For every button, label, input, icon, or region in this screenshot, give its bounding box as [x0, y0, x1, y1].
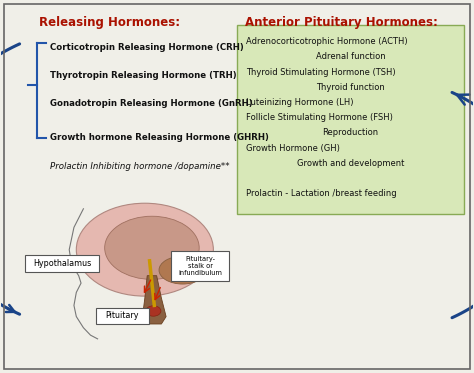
Ellipse shape: [105, 216, 199, 279]
FancyBboxPatch shape: [237, 25, 464, 214]
Text: Adrenocorticotrophic Hormone (ACTH): Adrenocorticotrophic Hormone (ACTH): [246, 37, 408, 46]
Text: Thyroid Stimulating Hormone (TSH): Thyroid Stimulating Hormone (TSH): [246, 68, 396, 76]
Text: Reproduction: Reproduction: [322, 128, 379, 138]
FancyBboxPatch shape: [171, 251, 229, 281]
Text: Follicle Stimulating Hormone (FSH): Follicle Stimulating Hormone (FSH): [246, 113, 393, 122]
Ellipse shape: [159, 256, 206, 284]
Text: Growth Hormone (GH): Growth Hormone (GH): [246, 144, 340, 153]
Polygon shape: [143, 276, 166, 324]
Text: Pituitary-
stalk or
infundibulum: Pituitary- stalk or infundibulum: [178, 256, 222, 276]
Ellipse shape: [76, 203, 213, 296]
Text: Anterior Pituitary Hormones:: Anterior Pituitary Hormones:: [245, 16, 438, 29]
Ellipse shape: [146, 306, 161, 316]
Text: Growth and development: Growth and development: [297, 159, 404, 168]
Text: Prolactin - Lactation /breast feeding: Prolactin - Lactation /breast feeding: [246, 189, 397, 198]
FancyBboxPatch shape: [96, 308, 149, 324]
Text: Prolactin Inhibiting hormone /dopamine**: Prolactin Inhibiting hormone /dopamine**: [50, 162, 230, 171]
Text: Gonadotropin Releasing Hormone (GnRH): Gonadotropin Releasing Hormone (GnRH): [50, 99, 253, 108]
Text: Adrenal function: Adrenal function: [316, 52, 385, 61]
Text: Hypothalamus: Hypothalamus: [33, 258, 91, 267]
Text: Pituitary: Pituitary: [105, 311, 139, 320]
Text: Corticotropin Releasing Hormone (CRH): Corticotropin Releasing Hormone (CRH): [50, 43, 244, 53]
FancyBboxPatch shape: [25, 254, 100, 272]
Text: Luteinizing Hormone (LH): Luteinizing Hormone (LH): [246, 98, 354, 107]
Text: Thyroid function: Thyroid function: [316, 83, 385, 92]
Text: Growth hormone Releasing Hormone (GHRH): Growth hormone Releasing Hormone (GHRH): [50, 133, 269, 142]
Text: Releasing Hormones:: Releasing Hormones:: [39, 16, 180, 29]
Text: Thyrotropin Releasing Hormone (TRH): Thyrotropin Releasing Hormone (TRH): [50, 71, 237, 80]
